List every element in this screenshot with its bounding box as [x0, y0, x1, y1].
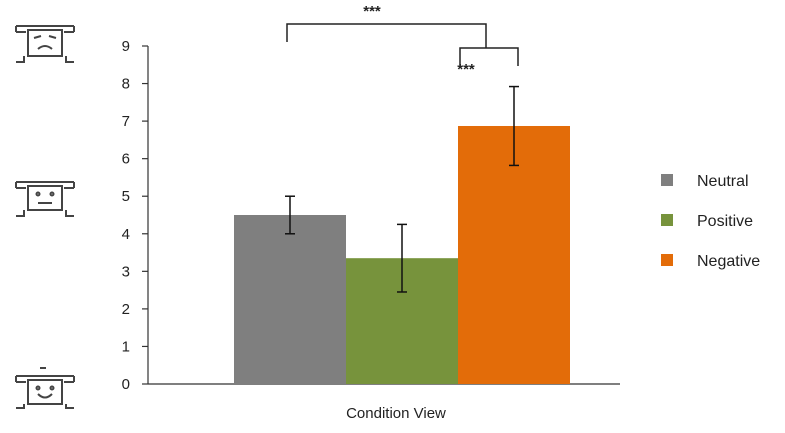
significance-label: ***: [457, 61, 475, 78]
error-bar-negative: [509, 85, 519, 167]
y-tick-label: 5: [122, 188, 130, 205]
y-tick-label: 7: [122, 113, 130, 130]
legend-label-positive: Positive: [697, 213, 753, 230]
happy-face-icon: [15, 367, 75, 409]
y-tick-label: 3: [122, 263, 130, 280]
bracket-positive-negative: [459, 47, 519, 66]
bracket-neutral-group: [286, 23, 487, 48]
y-tick-label: 2: [122, 301, 130, 318]
y-tick-label: 4: [122, 226, 130, 243]
legend-swatch-negative: [661, 254, 673, 266]
neutral-face-icon: [15, 181, 75, 217]
error-bar-positive: [397, 223, 407, 293]
y-tick-label: 8: [122, 76, 130, 93]
error-bars: [285, 85, 519, 293]
legend-swatch-neutral: [661, 174, 673, 186]
bar-neutral: [234, 215, 346, 384]
legend-swatch-positive: [661, 214, 673, 226]
legend-label-neutral: Neutral: [697, 173, 749, 190]
bar-negative: [458, 125, 570, 384]
x-axis-label: Condition View: [346, 405, 446, 422]
y-tick-label: 1: [122, 338, 130, 355]
axes: 0 1 2 3 4 5 6 7 8 9 Condition View: [122, 38, 620, 422]
significance-label: ***: [363, 3, 381, 20]
significance-brackets: *** ***: [286, 3, 519, 78]
legend-label-negative: Negative: [697, 253, 760, 270]
legend: Neutral Positive Negative: [661, 173, 760, 270]
y-tick-label: 6: [122, 151, 130, 168]
y-tick-label: 0: [122, 376, 130, 393]
error-bar-neutral: [285, 195, 295, 235]
y-tick-label: 9: [122, 38, 130, 55]
sad-face-icon: [15, 25, 75, 63]
face-icons: [15, 25, 75, 409]
